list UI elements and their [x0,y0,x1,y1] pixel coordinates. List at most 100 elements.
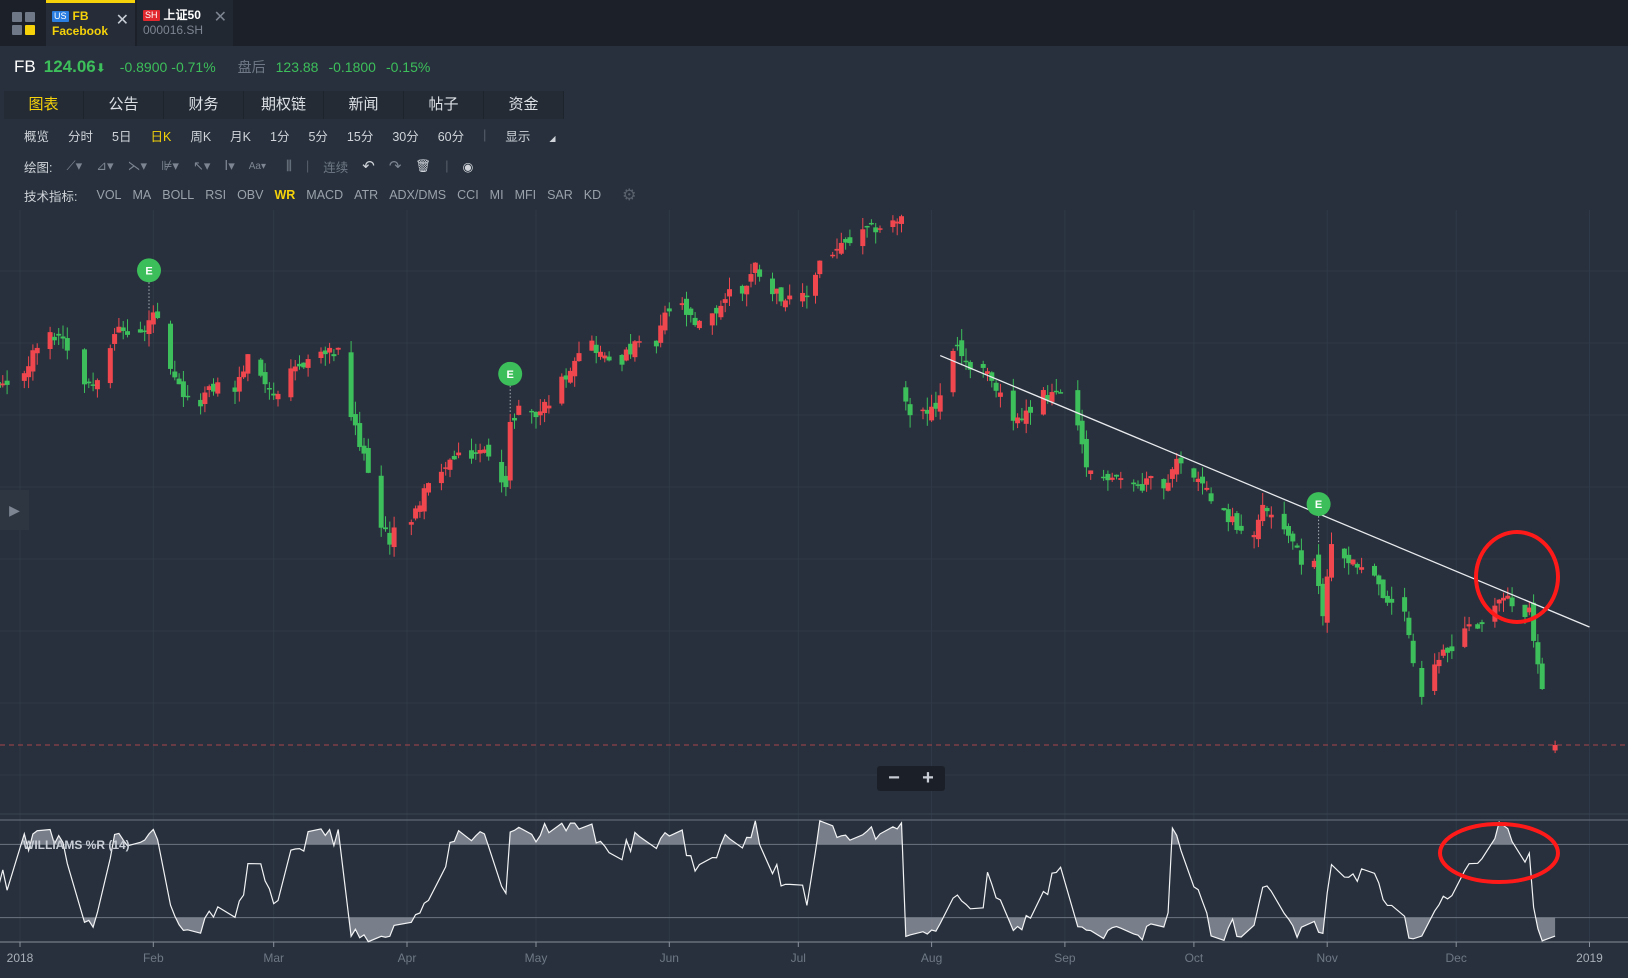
candle-body [172,371,178,378]
tab-announcements[interactable]: 公告 [84,91,164,119]
indicator-wr[interactable]: WR [274,188,296,202]
candle-body [684,298,689,315]
candle-body [447,459,453,470]
candle [722,293,728,313]
close-tab-icon[interactable]: ✕ [213,9,227,26]
candle-body [112,334,118,344]
zoom-out-button[interactable]: − [888,767,900,789]
candle-body [120,327,126,332]
stock-tab-sz50[interactable]: SH 上证50 000016.SH ✕ [137,0,233,46]
candle [718,300,724,320]
wave-tool-icon[interactable]: ⋋▾ [127,158,148,173]
candle-body [1083,438,1089,468]
candle-body [1208,493,1214,502]
candle-body [563,375,569,380]
text-tool-icon[interactable]: Aa▾ [248,160,266,172]
apps-grid-icon[interactable] [0,0,46,46]
tab-financials[interactable]: 财务 [164,91,244,119]
candle-body [47,332,53,350]
candle-body [533,411,539,418]
indicator-atr[interactable]: ATR [354,188,379,202]
candle [920,407,926,420]
candle [82,348,87,393]
tab-chart[interactable]: 图表 [4,91,84,119]
period-5min[interactable]: 5分 [308,129,328,144]
period-30min[interactable]: 30分 [392,129,419,144]
gear-icon[interactable]: ⚙ [622,187,637,204]
candle-body [1479,622,1485,625]
tab-news[interactable]: 新闻 [324,91,404,119]
candle-body [748,274,754,282]
tab-options-chain[interactable]: 期权链 [244,91,324,119]
candle [503,465,509,497]
indicator-sar[interactable]: SAR [547,188,573,202]
period-daily[interactable]: 日K [150,129,172,144]
candle-body [271,393,277,396]
candle-body [924,409,930,414]
period-overview[interactable]: 概览 [24,129,50,144]
indicator-ma[interactable]: MA [132,188,152,202]
indicator-mfi[interactable]: MFI [514,188,537,202]
period-intraday[interactable]: 分时 [68,129,94,144]
indicator-mi[interactable]: MI [489,188,504,202]
tab-posts[interactable]: 帖子 [404,91,484,119]
line-tool-icon[interactable]: ⟋▾ [66,158,83,173]
section-tabs: 图表 公告 财务 期权链 新闻 帖子 资金 [0,91,1628,119]
period-15min[interactable]: 15分 [346,129,374,144]
candle-body [709,313,715,326]
indicator-boll[interactable]: BOLL [162,188,195,202]
candle [1053,378,1059,395]
indicator-vol[interactable]: VOL [96,188,122,202]
indicator-obv[interactable]: OBV [237,188,264,202]
indicator-cci[interactable]: CCI [457,188,479,202]
period-5day[interactable]: 5日 [112,129,132,144]
candle-body [933,402,939,409]
candle-body [1174,458,1180,475]
indicator-adx-dms[interactable]: ADX/DMS [389,188,447,202]
candle [1341,548,1347,569]
period-60min[interactable]: 60分 [437,129,465,144]
indicator-rsi[interactable]: RSI [205,188,227,202]
measure-tool-icon[interactable]: Ⅰ▾ [224,158,235,173]
candle [1191,467,1197,482]
candle-body [1178,457,1184,464]
eye-icon[interactable]: ◉ [462,159,474,174]
candle-body [258,359,264,376]
candle-body [86,381,92,384]
period-monthly[interactable]: 月K [230,129,252,144]
candle-body [516,405,522,415]
candle [516,399,522,416]
tab-capital[interactable]: 资金 [484,91,564,119]
candle-body [236,376,242,392]
period-1min[interactable]: 1分 [270,129,290,144]
display-dropdown[interactable]: 显示 ◢ [505,126,574,145]
candle-settings-icon[interactable]: ⫼ [285,158,292,173]
candle-body [1535,642,1541,665]
stock-tab-fb[interactable]: US FB Facebook ✕ [46,0,135,46]
candle [1406,611,1412,639]
candle [666,302,672,317]
candle-body [692,317,698,326]
candle [1169,467,1175,488]
period-weekly[interactable]: 周K [190,129,212,144]
candle-body [1389,598,1395,603]
close-tab-icon[interactable]: ✕ [115,12,129,29]
redo-icon[interactable]: ↷ [388,158,402,175]
indicator-macd[interactable]: MACD [306,188,344,202]
zoom-in-button[interactable]: + [922,767,934,789]
undo-icon[interactable]: ↶ [362,158,375,175]
x-axis-label: Nov [1317,951,1338,965]
arrow-tool-icon[interactable]: ↖▾ [192,158,211,173]
candle [275,390,281,407]
trash-icon[interactable]: 🗑 [415,158,432,173]
candle-body [1118,478,1124,480]
candle-body [211,383,216,392]
fibonacci-tool-icon[interactable]: ⊯▾ [161,158,179,173]
candle [305,354,311,377]
expand-sidebar-button[interactable]: ▶ [0,490,29,530]
continuous-toggle[interactable]: 连续 [323,160,349,175]
polyline-tool-icon[interactable]: ⊿▾ [96,158,114,173]
candle [800,283,806,307]
indicator-kd[interactable]: KD [583,188,602,202]
